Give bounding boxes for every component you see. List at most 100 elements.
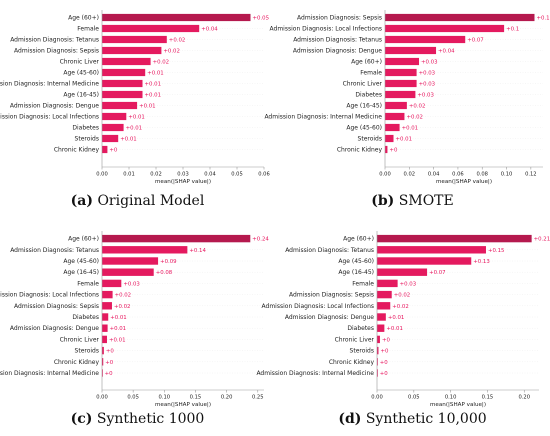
category-label: Admission Diagnosis: Dengue xyxy=(10,325,99,332)
category-label: Admission Diagnosis: Local Infections xyxy=(0,114,99,121)
category-label: Chronic Liver xyxy=(60,336,100,343)
category-label: Admission Diagnosis: Internal Medicine xyxy=(0,81,99,88)
bar-row: Age (16-45) +0.07 xyxy=(338,268,446,276)
category-label: Steroids xyxy=(358,136,382,143)
bar xyxy=(377,313,386,321)
bar-row: Chronic Liver +0.01 xyxy=(60,335,126,343)
caption-letter: (c) xyxy=(70,411,93,427)
value-label: +0.01 xyxy=(109,337,126,343)
bar xyxy=(377,279,398,288)
bar xyxy=(102,369,103,377)
value-label: +0.02 xyxy=(394,293,411,299)
bar-row: Admission Diagnosis: Sepsis +0.02 xyxy=(14,302,131,310)
bar xyxy=(377,358,378,366)
chart-smote: Admission Diagnosis: Sepsis+0.12Admissio… xyxy=(264,10,550,185)
category-label: Admission Diagnosis: Internal Medicine xyxy=(256,370,374,377)
category-label: Admission Diagnosis: Tetanus xyxy=(293,37,382,44)
category-label: Female xyxy=(352,280,374,287)
bar xyxy=(102,279,122,288)
category-label: Admission Diagnosis: Sepsis xyxy=(14,303,99,310)
value-label: +0.21 xyxy=(534,237,550,243)
bar xyxy=(102,302,112,310)
value-label: +0 xyxy=(389,148,398,154)
bar-row: Admission Diagnosis: Sepsis +0.12 xyxy=(297,13,550,22)
category-label: Age (60+) xyxy=(351,59,382,66)
x-tick-label: 0.12 xyxy=(525,172,537,178)
bar-row: Female +0.03 xyxy=(360,68,435,77)
category-label: Admission Diagnosis: Sepsis xyxy=(297,15,382,22)
category-label: Age (16-45) xyxy=(346,103,382,110)
category-label: Admission Diagnosis: Local Infections xyxy=(0,292,99,299)
bar xyxy=(102,57,151,66)
bar xyxy=(377,268,428,276)
category-label: Diabetes xyxy=(72,314,99,321)
bar-row: Admission Diagnosis: Dengue +0.01 xyxy=(10,324,126,332)
value-label: +0.01 xyxy=(120,137,137,143)
value-label: +0.03 xyxy=(421,60,438,66)
x-tick-label: 0.20 xyxy=(518,395,530,401)
chart-synthetic-10000: Age (60+) +0.21 Admission Diagnosis: Tetan… xyxy=(256,231,550,408)
bar-row: Steroids +0.01 xyxy=(358,134,412,143)
value-label: +0 xyxy=(109,148,118,154)
x-tick-label: 0.10 xyxy=(445,395,457,401)
category-label: Admission Diagnosis: Tetanus xyxy=(285,247,374,254)
bar xyxy=(102,290,113,299)
bar-row: Admission Diagnosis: Local Infections +0.… xyxy=(270,24,519,33)
value-label: +0.02 xyxy=(392,304,409,310)
bar-row: Admission Diagnosis: Local Infections +0.… xyxy=(262,302,409,310)
value-label: +0.08 xyxy=(156,270,173,276)
bar xyxy=(102,123,124,132)
caption-text: Synthetic 10,000 xyxy=(361,411,487,427)
value-label: +0.01 xyxy=(110,315,127,321)
category-label: Age (60+) xyxy=(68,236,99,243)
bar xyxy=(102,134,119,143)
category-label: Age (45-60) xyxy=(338,258,374,265)
value-label: +0.01 xyxy=(388,315,405,321)
category-label: Diabetes xyxy=(347,325,374,332)
x-tick-label: 0.00 xyxy=(96,395,108,401)
value-label: +0.02 xyxy=(169,38,186,44)
bar xyxy=(102,46,162,55)
bar-row: Chronic Liver +0 xyxy=(335,335,390,344)
x-tick-label: 0.04 xyxy=(428,172,440,178)
category-label: Admission Diagnosis: Dengue xyxy=(10,103,99,110)
bar-row: Female +0.03 xyxy=(352,279,416,288)
bar xyxy=(102,35,167,44)
bar-row: Age (16-45) +0.08 xyxy=(63,268,173,276)
value-label: +0.01 xyxy=(147,71,164,77)
x-tick-label: 0.02 xyxy=(150,172,162,178)
category-label: Admission Diagnosis: Tetanus xyxy=(10,247,99,254)
bar xyxy=(385,68,417,77)
value-label: +0 xyxy=(106,349,115,355)
value-label: +0.01 xyxy=(126,126,143,132)
bar-row: Age (45-60) +0.01 xyxy=(63,68,164,77)
category-label: Admission Diagnosis: Sepsis xyxy=(289,292,374,299)
panel-smote: Admission Diagnosis: Sepsis+0.12Admissio… xyxy=(264,0,550,218)
caption-letter: (a) xyxy=(70,193,93,209)
bar xyxy=(102,112,127,121)
caption-text: SMOTE xyxy=(394,193,454,209)
bar xyxy=(385,112,405,121)
bar-row: Admission Diagnosis: Dengue +0.04 xyxy=(293,46,455,55)
category-label: Age (16-45) xyxy=(63,269,99,276)
category-label: Chronic Liver xyxy=(335,336,375,343)
bar xyxy=(377,346,379,355)
bar xyxy=(377,369,378,377)
chart-original-model: Age (60+) +0.05 Female +0.04 Admission Diagn… xyxy=(0,10,270,185)
x-tick-label: 0.06 xyxy=(258,172,270,178)
bar xyxy=(377,335,380,344)
bar-row: Admission Diagnosis: Tetanus +0.02 xyxy=(10,35,186,44)
bar xyxy=(377,290,392,299)
category-label: Steroids xyxy=(75,136,99,143)
caption-text: Original Model xyxy=(93,193,205,209)
x-tick-label: 0.03 xyxy=(177,172,189,178)
bar-row: Female +0.04 xyxy=(77,24,218,33)
value-label: +0 xyxy=(105,371,114,377)
panel-original-model: Age (60+) +0.05 Female +0.04 Admission Diagn… xyxy=(0,0,275,218)
chart-synthetic-1000: Age (60+) +0.24 Admission Diagnosis: Tetan… xyxy=(0,231,269,408)
bar xyxy=(385,123,400,132)
x-tick-label: 0.01 xyxy=(123,172,135,178)
bar xyxy=(385,90,416,99)
category-label: Female xyxy=(360,70,382,77)
